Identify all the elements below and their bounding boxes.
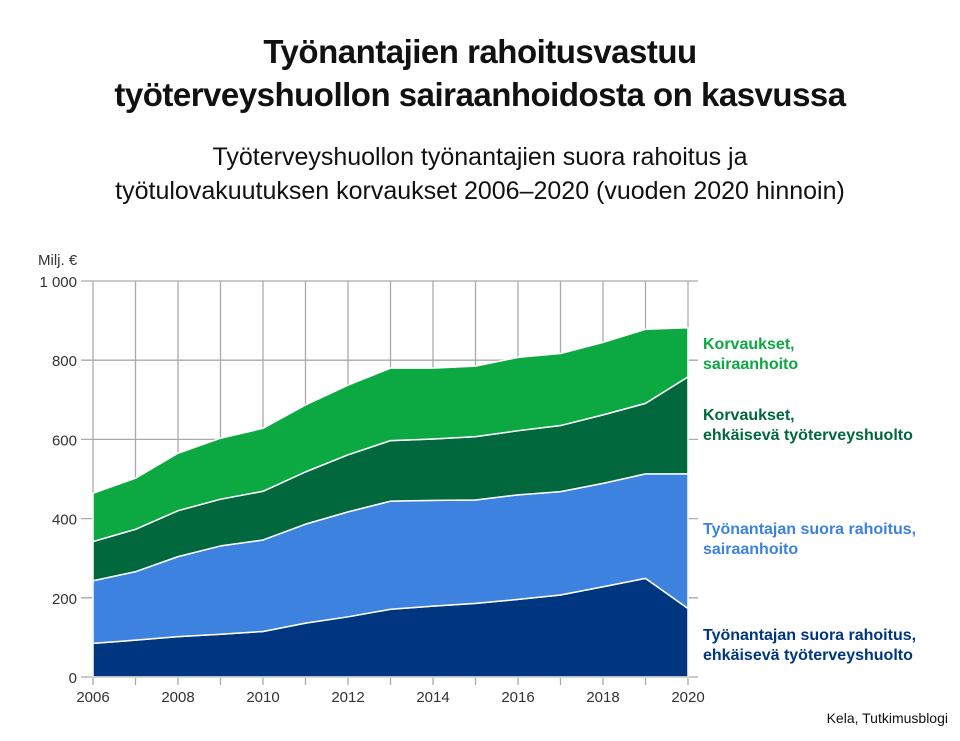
x-tick-label: 2018 [586, 689, 619, 706]
label-line: Korvaukset, [703, 336, 795, 353]
series-label-suora-ehkaiseva: Työnantajan suora rahoitus, ehkäisevä ty… [703, 626, 916, 666]
y-tick-label: 0 [69, 670, 77, 687]
source-note: Kela, Tutkimusblogi [826, 710, 948, 726]
x-tick-label: 2008 [161, 689, 194, 706]
series-label-suora-sairaanhoito: Työnantajan suora rahoitus, sairaanhoito [703, 520, 916, 560]
y-tick-label: 400 [52, 512, 77, 529]
label-line: Työnantajan suora rahoitus, [703, 521, 917, 538]
y-tick-label: 200 [52, 591, 77, 608]
subtitle-line-1: Työterveyshuollon työnantajien suora rah… [212, 143, 748, 171]
y-tick-label: 600 [52, 432, 77, 449]
y-tick-label: 800 [52, 353, 77, 370]
label-line: sairaanhoito [703, 356, 799, 373]
title-line-2: työterveyshuollon sairaanhoidosta on kas… [114, 76, 846, 113]
x-tick-label: 2016 [501, 689, 534, 706]
label-line: Työnantajan suora rahoitus, [703, 627, 917, 644]
chart-subtitle: Työterveyshuollon työnantajien suora rah… [0, 140, 960, 208]
y-tick-label: 1 000 [39, 274, 77, 291]
label-line: ehkäisevä työterveyshuolto [703, 427, 913, 444]
x-tick-label: 2020 [671, 689, 704, 706]
subtitle-line-2: työtulovakuutuksen korvaukset 2006–2020 … [115, 177, 845, 205]
x-tick-label: 2014 [416, 689, 449, 706]
series-label-korvaukset-sairaanhoito: Korvaukset, sairaanhoito [703, 335, 798, 375]
x-tick-label: 2006 [76, 689, 109, 706]
label-line: Korvaukset, [703, 407, 795, 424]
area-series-4 [92, 326, 689, 543]
y-axis-label: Milj. € [38, 252, 78, 269]
x-tick-label: 2010 [246, 689, 279, 706]
chart-title: Työnantajien rahoitusvastuu työterveyshu… [0, 30, 960, 116]
label-line: sairaanhoito [703, 541, 799, 558]
x-tick-label: 2012 [331, 689, 364, 706]
series-label-korvaukset-ehkaiseva: Korvaukset, ehkäisevä työterveyshuolto [703, 406, 913, 446]
title-line-1: Työnantajien rahoitusvastuu [263, 33, 697, 70]
label-line: ehkäisevä työterveyshuolto [703, 647, 913, 664]
